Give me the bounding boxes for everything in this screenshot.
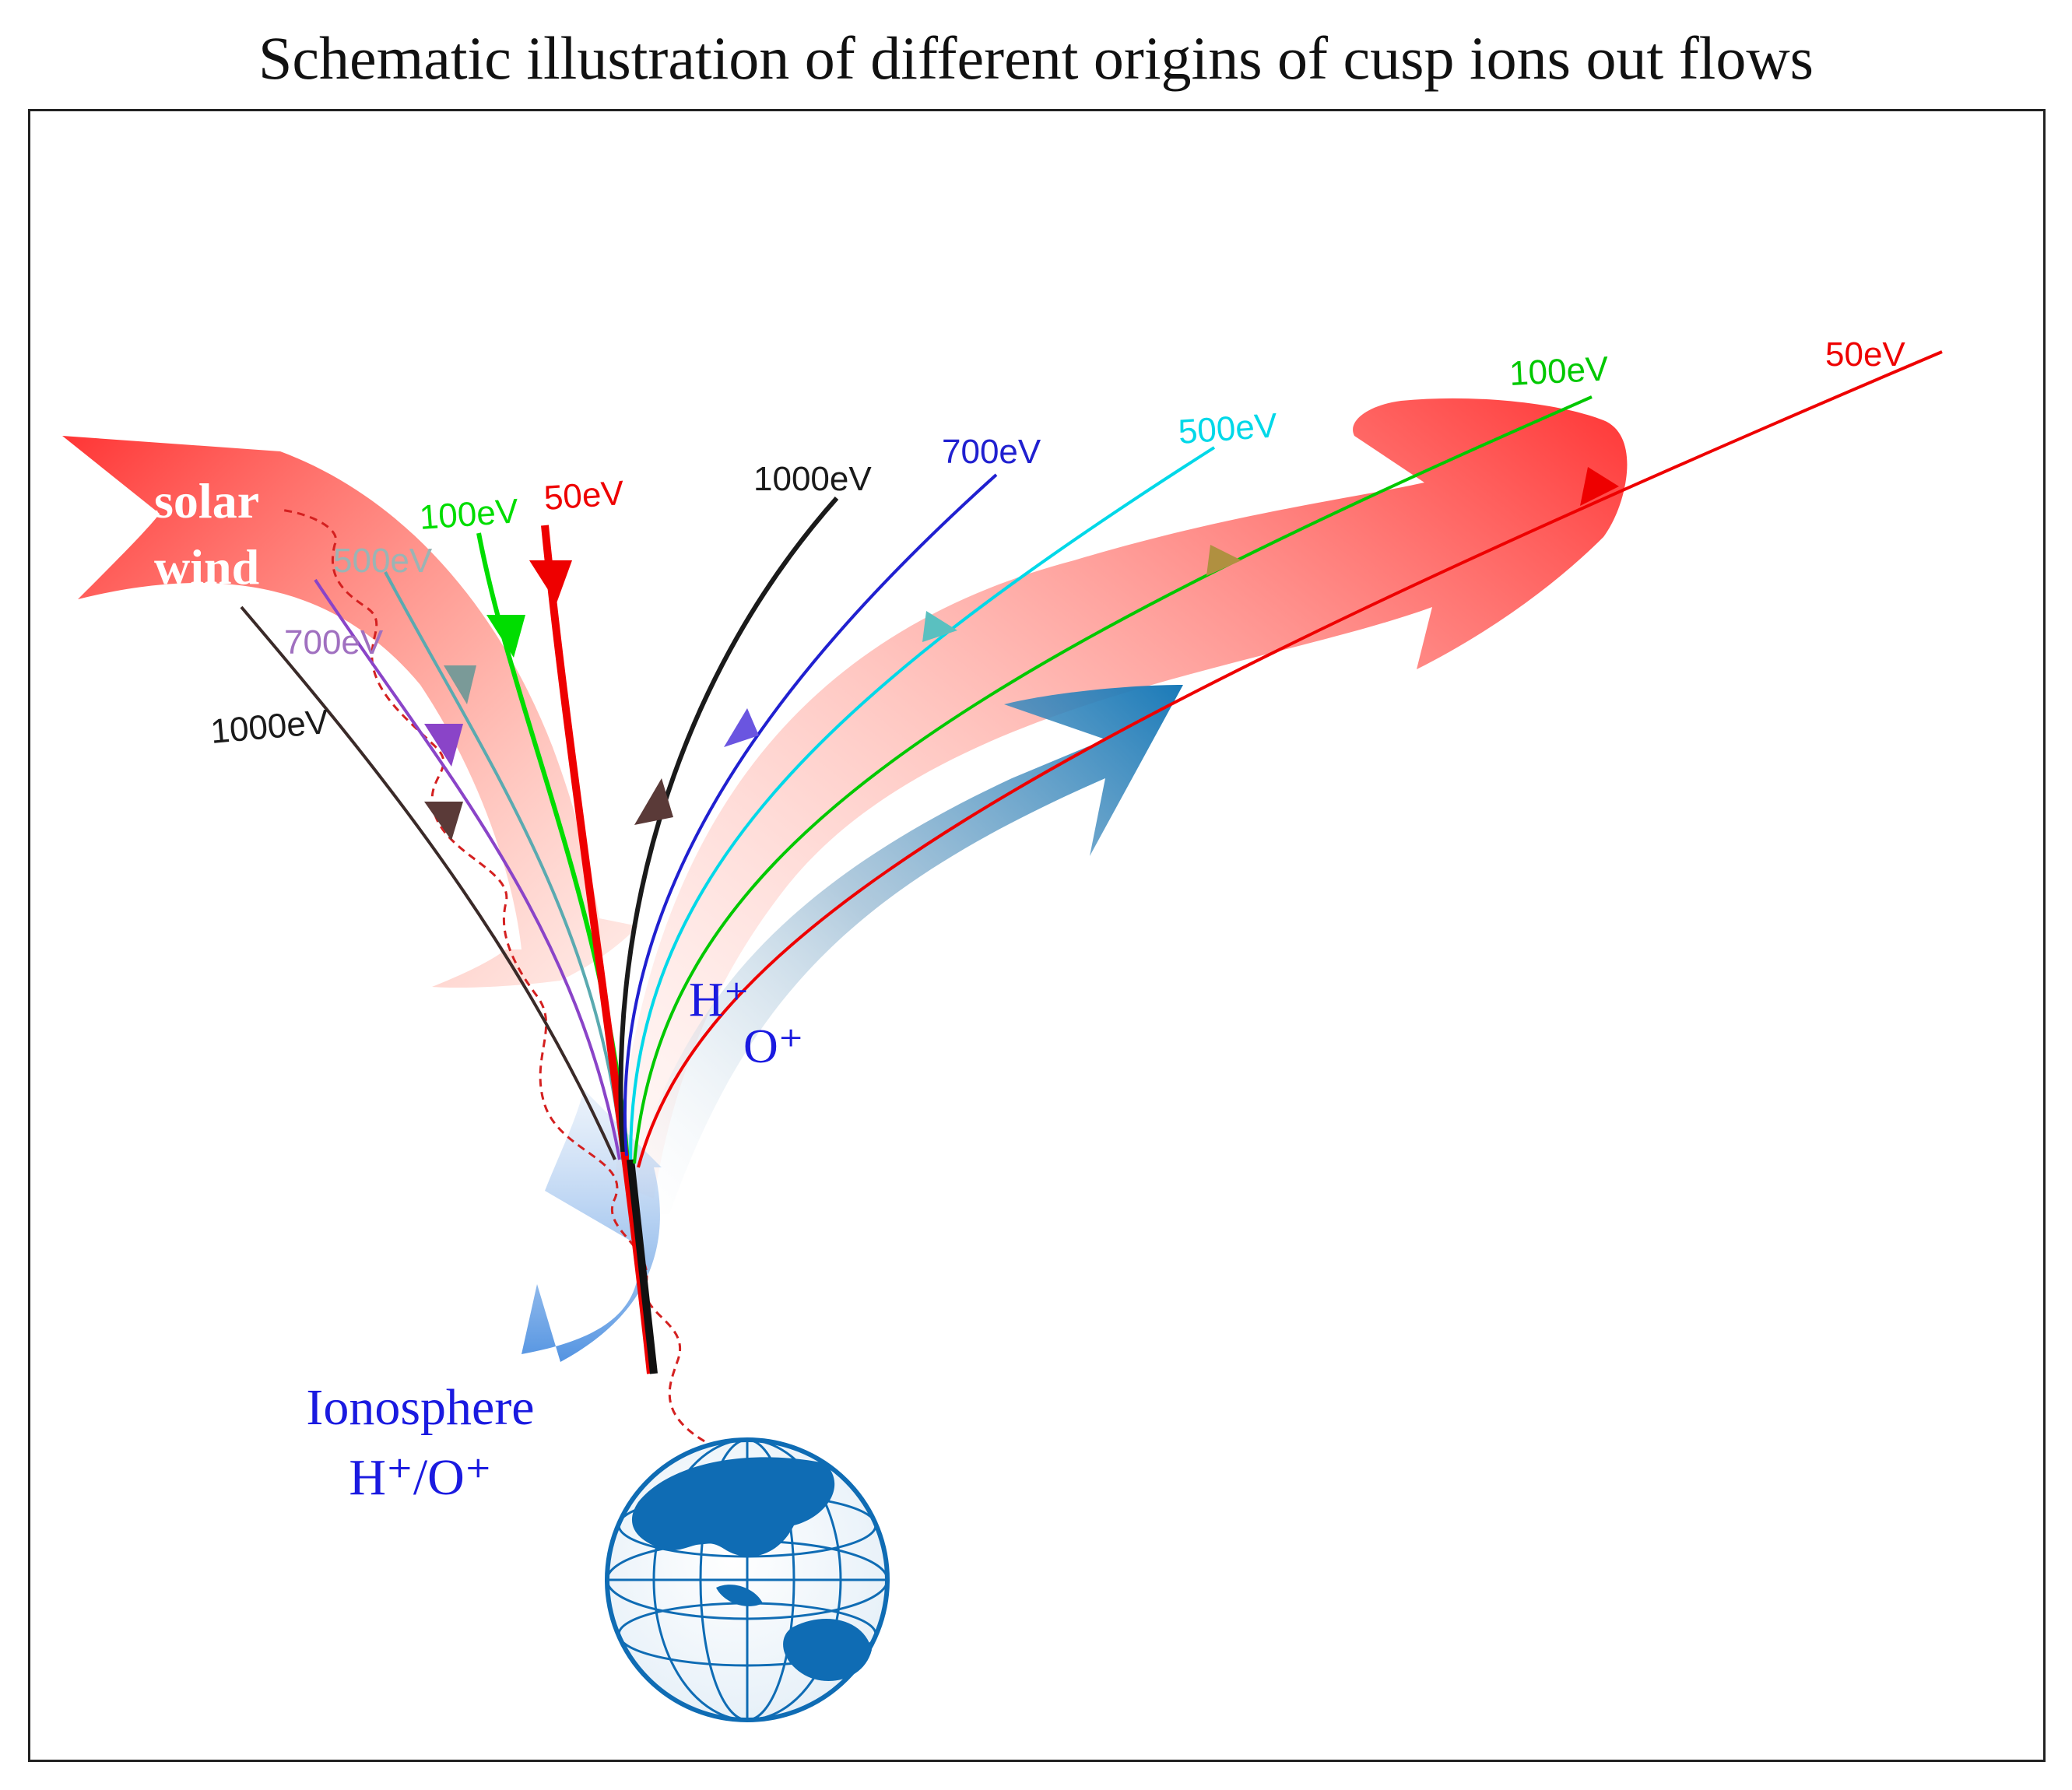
incoming-label-700ev: 700eV bbox=[284, 623, 384, 662]
incoming-label-50ev: 50eV bbox=[543, 474, 626, 518]
diagram-title: Schematic illustration of different orig… bbox=[258, 24, 1814, 92]
incoming-line-1000ev bbox=[240, 605, 616, 1160]
ionosphere-label-line1: Ionosphere bbox=[306, 1379, 534, 1436]
arrowhead-incoming-100ev bbox=[486, 615, 525, 658]
arrowhead-incoming-1000ev bbox=[424, 802, 463, 841]
o-plus-label: O⁺ bbox=[743, 1020, 804, 1073]
solar-wind-label-line1: solar bbox=[154, 473, 259, 528]
outgoing-label-100ev: 100eV bbox=[1508, 349, 1610, 393]
h-plus-label: H⁺ bbox=[689, 974, 750, 1027]
diagram-frame bbox=[28, 109, 2046, 1762]
cusp-stem-black bbox=[627, 1159, 658, 1374]
arrowhead-incoming-500ev bbox=[444, 665, 476, 704]
incoming-line-700ev bbox=[314, 578, 621, 1160]
arrowhead-incoming-700ev bbox=[424, 724, 463, 767]
outgoing-label-700ev: 700eV bbox=[942, 433, 1041, 471]
outgoing-line-1000ev bbox=[618, 497, 839, 1153]
outgoing-label-500ev: 500eV bbox=[1177, 406, 1279, 451]
arrowhead-incoming-50ev bbox=[529, 560, 572, 603]
earth-globe-icon bbox=[605, 1437, 890, 1722]
incoming-label-500ev: 500eV bbox=[333, 542, 433, 580]
outgoing-line-100ev bbox=[633, 395, 1593, 1164]
arrowhead-outgoing-500ev bbox=[922, 611, 957, 642]
arrowhead-outgoing-1000ev bbox=[634, 778, 673, 825]
arrowhead-outgoing-50ev bbox=[1580, 467, 1619, 506]
ion-arrow-label: i⁺ bbox=[549, 1278, 590, 1335]
outgoing-line-50ev bbox=[637, 350, 1943, 1168]
outgoing-label-1000ev: 1000eV bbox=[753, 460, 872, 498]
incoming-label-100ev: 100eV bbox=[418, 492, 520, 537]
outgoing-label-50ev: 50eV bbox=[1825, 335, 1905, 374]
solar-wind-right-arrow bbox=[615, 398, 1628, 1199]
outgoing-line-500ev bbox=[629, 446, 1216, 1160]
arrowhead-outgoing-700ev bbox=[724, 708, 759, 747]
blue-ion-arrow bbox=[623, 685, 1183, 1214]
incoming-line-500ev bbox=[384, 571, 624, 1160]
ionosphere-label-line2: H⁺/O⁺ bbox=[349, 1449, 491, 1506]
incoming-label-1000ev: 1000eV bbox=[209, 703, 331, 751]
arrowhead-outgoing-100ev bbox=[1206, 545, 1241, 576]
solar-wind-left-arrow bbox=[62, 436, 638, 988]
solar-wind-label-line2: wind bbox=[154, 539, 259, 595]
outgoing-line-700ev bbox=[623, 473, 998, 1156]
